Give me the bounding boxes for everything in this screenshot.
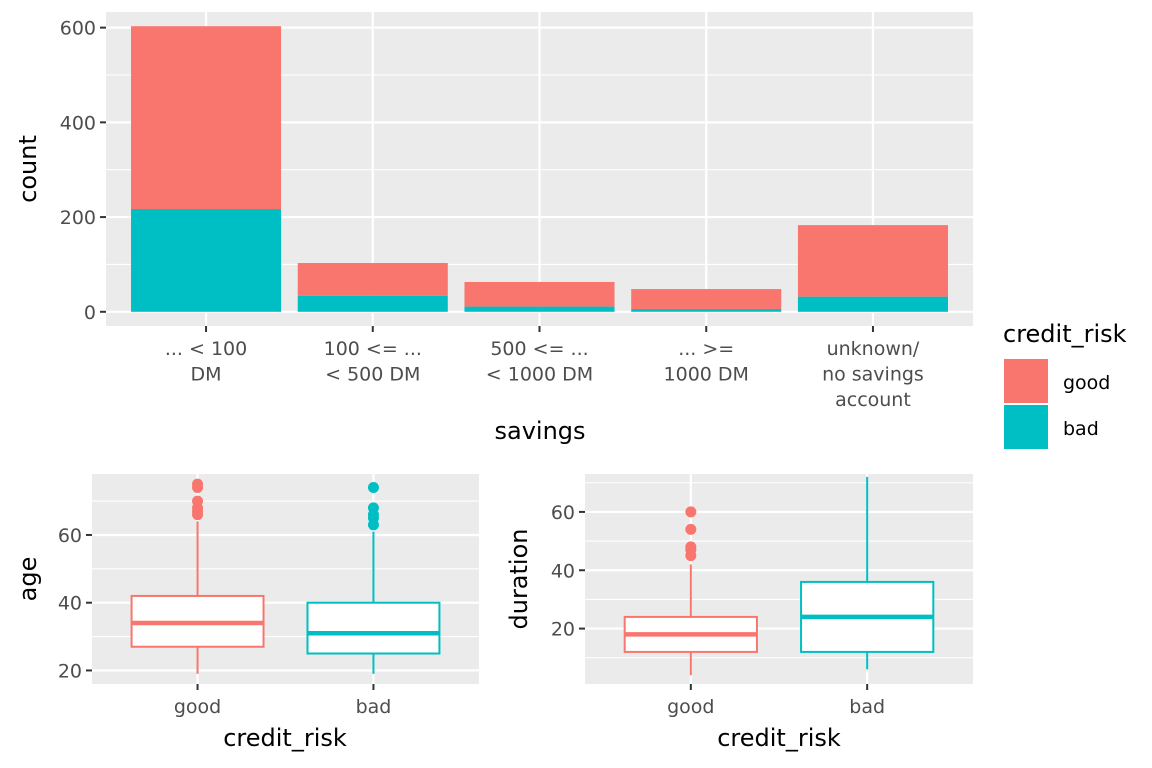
x-tick-label: 100 <= ... < 500 DM <box>324 338 422 386</box>
x-axis-title: savings <box>494 417 585 445</box>
y-tick-label: 40 <box>58 593 82 615</box>
x-tick-label-line: DM <box>191 364 222 386</box>
y-tick-label: 20 <box>58 660 82 682</box>
bar-good <box>464 281 615 307</box>
legend-swatch-bad <box>1004 405 1048 449</box>
bar-bad <box>131 209 282 312</box>
box-iqr <box>306 601 441 655</box>
x-tick-label-line: no savings <box>822 364 924 386</box>
outlier-point <box>192 478 204 490</box>
boxplot-bad <box>800 476 935 670</box>
savings-bar-panel: 0 200 400 600 ... < 100 DM 100 <= ... < 500 DM… <box>14 12 973 445</box>
x-tick-label: good <box>174 696 221 718</box>
y-axis-title: age <box>14 557 42 602</box>
x-tick-label-line: 500 <= ... <box>490 338 588 360</box>
outlier-point <box>685 506 697 518</box>
x-axis-title: credit_risk <box>223 724 347 752</box>
boxplot-good <box>623 506 758 676</box>
x-tick-label: bad <box>356 696 392 718</box>
legend-label-bad: bad <box>1063 418 1099 440</box>
outlier-point <box>367 502 379 514</box>
y-tick-label: 0 <box>84 302 96 324</box>
x-tick-label-line: < 500 DM <box>325 364 420 386</box>
x-tick-label-line: < 1000 DM <box>486 364 593 386</box>
x-tick-label: good <box>667 696 714 718</box>
x-tick-label: bad <box>849 696 885 718</box>
x-tick-label-line: good <box>174 696 221 718</box>
legend-title: credit_risk <box>1003 320 1127 348</box>
x-tick-label: ... < 100 DM <box>165 338 247 386</box>
bar-good <box>297 263 448 296</box>
x-tick-label: 500 <= ... < 1000 DM <box>486 338 593 386</box>
legend: credit_risk good bad <box>1003 320 1127 449</box>
outlier-point <box>192 495 204 507</box>
x-tick-label-line: 100 <= ... <box>324 338 422 360</box>
x-tick-label: ... >= 1000 DM <box>664 338 749 386</box>
bar-good <box>131 26 282 210</box>
x-axis-title: credit_risk <box>717 724 841 752</box>
bar-bad <box>797 296 948 312</box>
legend-label-good: good <box>1063 372 1110 394</box>
x-tick-label-line: ... < 100 <box>165 338 247 360</box>
x-tick-label: unknown/no savings account <box>822 338 924 411</box>
x-tick-label-line: bad <box>356 696 392 718</box>
y-tick-label: 200 <box>60 207 96 229</box>
bar-good <box>631 289 782 309</box>
bar-bad <box>297 295 448 312</box>
duration-boxplot-panel: 20 40 60 good bad credit_risk duration <box>505 474 973 752</box>
y-axis-title: count <box>14 135 42 203</box>
x-tick-label-line: ... >= <box>678 338 734 360</box>
y-tick-label: 60 <box>551 502 575 524</box>
boxplot-good <box>130 478 265 674</box>
y-tick-label: 60 <box>58 525 82 547</box>
legend-swatch-good <box>1004 359 1048 403</box>
y-tick-label: 600 <box>60 18 96 40</box>
y-tick-label: 20 <box>551 619 575 641</box>
outlier-point <box>685 523 697 535</box>
x-tick-label-line: bad <box>849 696 885 718</box>
x-tick-label-line: unknown/ <box>827 338 920 360</box>
outlier-point <box>685 541 697 553</box>
y-axis-title: duration <box>505 529 533 630</box>
x-tick-label-line: good <box>667 696 714 718</box>
age-boxplot-panel: 20 40 60 good bad credit_risk age <box>14 474 479 752</box>
x-tick-label-line: account <box>835 389 911 411</box>
y-tick-label: 400 <box>60 112 96 134</box>
bar-bad <box>464 306 615 312</box>
bar-bad <box>631 308 782 312</box>
y-tick-label: 40 <box>551 560 575 582</box>
x-tick-label-line: 1000 DM <box>664 364 749 386</box>
boxplot-bad <box>306 482 441 674</box>
bar-good <box>797 225 948 297</box>
outlier-point <box>367 482 379 494</box>
